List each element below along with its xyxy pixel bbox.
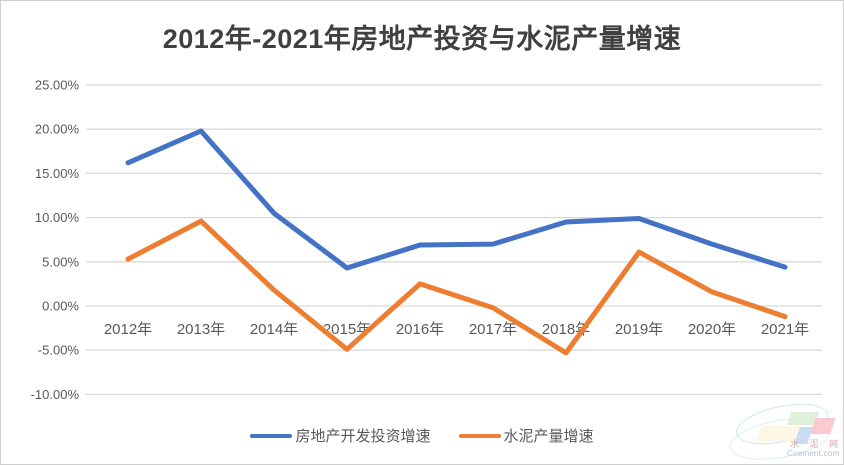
x-axis-tick-label: 2012年	[104, 321, 152, 338]
y-axis-tick-label: 5.00%	[42, 254, 79, 269]
ccement-watermark-logo: 水 泥 网 Ccement.com	[726, 396, 843, 464]
y-axis-tick-label: 20.00%	[35, 122, 80, 137]
y-axis-tick-label: -10.00%	[31, 387, 80, 402]
series-line-1	[125, 218, 788, 356]
y-axis-tick-label: 25.00%	[35, 78, 80, 93]
watermark-name: 水 泥 网	[790, 439, 843, 449]
legend-label: 水泥产量增速	[503, 428, 594, 445]
x-axis-tick-label: 2020年	[688, 321, 736, 338]
watermark-pink-block	[810, 418, 836, 434]
legend-item-investment: 房地产开发投资增速	[250, 425, 431, 446]
legend-line-swatch-blue	[250, 433, 293, 438]
y-axis-tick-label: 0.00%	[42, 299, 79, 314]
legend-line-swatch-orange	[458, 433, 501, 438]
chart-legend: 房地产开发投资增速 水泥产量增速	[1, 425, 843, 446]
legend-label: 房地产开发投资增速	[295, 428, 431, 445]
x-axis-tick-label: 2017年	[469, 321, 517, 338]
x-axis-tick-label: 2013年	[177, 321, 225, 338]
y-axis-tick-label: 15.00%	[35, 166, 80, 181]
x-axis-tick-label: 2015年	[323, 321, 371, 338]
series-line-0	[125, 128, 788, 271]
x-axis-tick-label: 2014年	[250, 321, 298, 338]
watermark-url: Ccement.com	[787, 448, 840, 458]
x-axis-tick-label: 2019年	[615, 321, 663, 338]
x-axis-tick-label: 2021年	[761, 321, 809, 338]
legend-item-cement: 水泥产量增速	[458, 425, 594, 446]
y-axis-tick-label: 10.00%	[35, 210, 80, 225]
x-axis-tick-label: 2016年	[396, 321, 444, 338]
y-axis-tick-label: -5.00%	[38, 343, 80, 358]
chart-title: 2012年-2021年房地产投资与水泥产量增速	[162, 24, 682, 54]
